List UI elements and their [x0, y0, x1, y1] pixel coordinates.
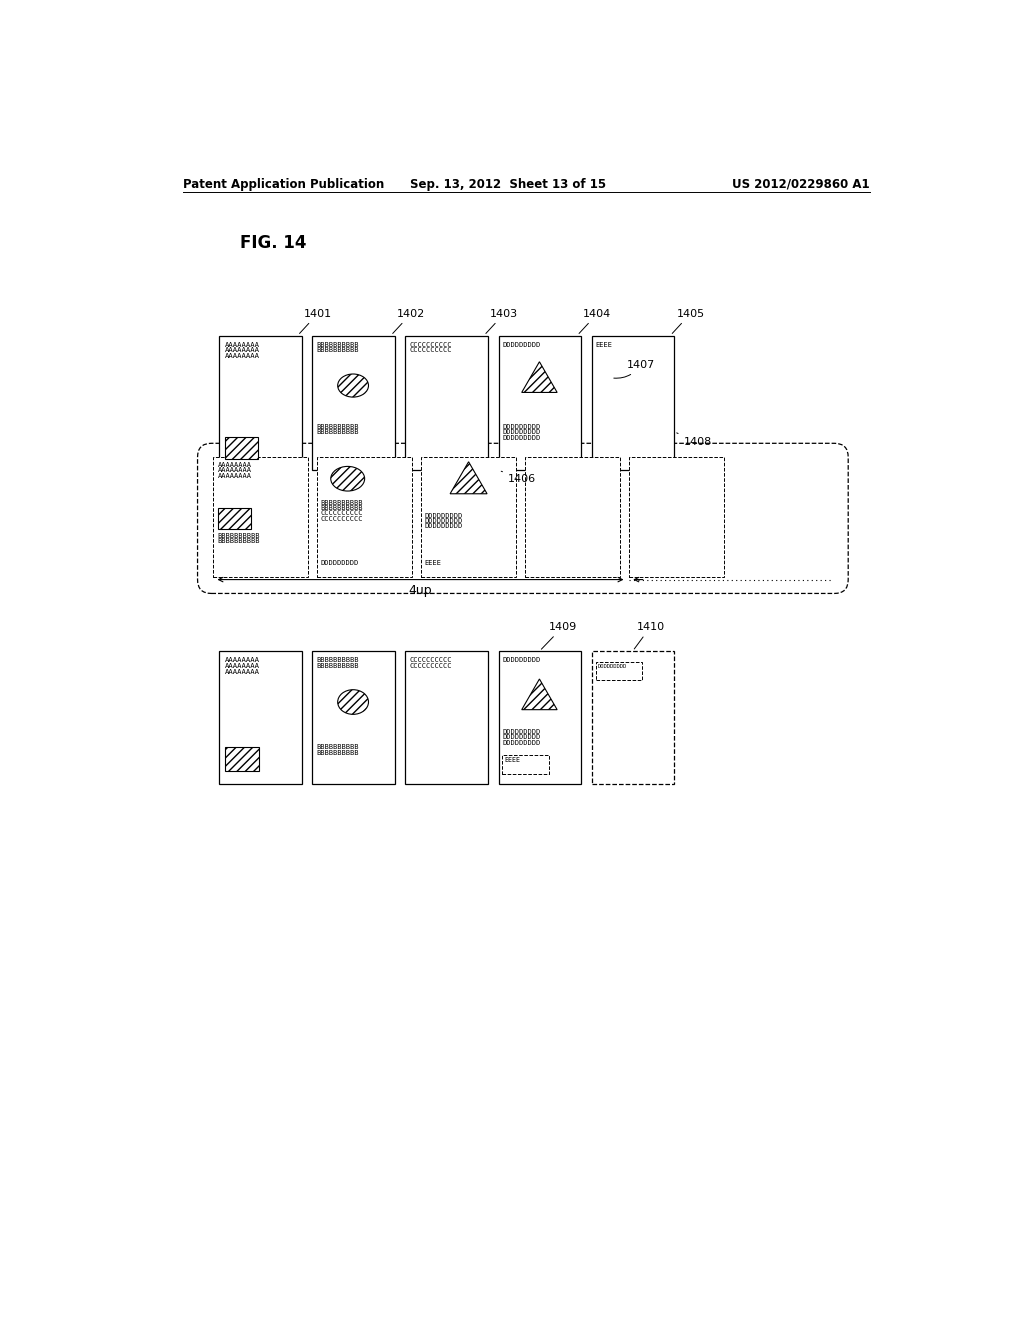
Bar — [503, 755, 549, 774]
Text: DDDDDDDDD: DDDDDDDDD — [503, 429, 541, 436]
Bar — [592, 335, 674, 470]
Text: CCCCCCCCCC: CCCCCCCCCC — [410, 657, 452, 664]
Text: DDDDDDDDD: DDDDDDDDD — [503, 424, 541, 430]
Text: AAAAAAAA: AAAAAAAA — [217, 467, 252, 473]
Text: CCCCCCCCCC: CCCCCCCCCC — [410, 663, 452, 669]
Text: DDDDDDDDD: DDDDDDDDD — [425, 524, 463, 529]
Text: US 2012/0229860 A1: US 2012/0229860 A1 — [732, 178, 869, 190]
Bar — [219, 651, 301, 784]
Text: CCCCCCCCCC: CCCCCCCCCC — [410, 342, 452, 347]
Text: EEEE: EEEE — [596, 342, 612, 347]
Text: BBBBBBBBBB: BBBBBBBBBB — [321, 499, 364, 506]
Text: 4up: 4up — [409, 585, 432, 597]
Bar — [316, 457, 413, 577]
Text: 1408: 1408 — [677, 433, 712, 447]
Text: DDDDDDDDD: DDDDDDDDD — [425, 512, 463, 519]
Text: DDDDDDDDD: DDDDDDDDD — [503, 342, 541, 347]
Text: 1403: 1403 — [485, 309, 518, 334]
Bar — [219, 335, 301, 470]
Text: Sep. 13, 2012  Sheet 13 of 15: Sep. 13, 2012 Sheet 13 of 15 — [410, 178, 606, 190]
Text: CCCCCCCCCC: CCCCCCCCCC — [410, 347, 452, 352]
Text: AAAAAAAA: AAAAAAAA — [225, 668, 260, 675]
Ellipse shape — [338, 374, 369, 397]
Bar — [629, 457, 724, 577]
Text: AAAAAAAA: AAAAAAAA — [225, 342, 260, 347]
Text: BBBBBBBBBB: BBBBBBBBBB — [316, 347, 358, 352]
Text: 1405: 1405 — [672, 309, 705, 334]
Text: DDDDDDDDD: DDDDDDDDD — [503, 739, 541, 746]
FancyBboxPatch shape — [198, 444, 848, 594]
Text: FIG. 14: FIG. 14 — [240, 234, 306, 252]
Text: 1409: 1409 — [542, 622, 577, 649]
Text: DDDDDDDDD: DDDDDDDDD — [321, 560, 359, 565]
Bar — [499, 651, 581, 784]
Text: AAAAAAAA: AAAAAAAA — [225, 657, 260, 664]
Text: 1402: 1402 — [393, 309, 425, 334]
Bar — [421, 457, 516, 577]
Text: BBBBBBBBBB: BBBBBBBBBB — [316, 657, 358, 664]
Text: Patent Application Publication: Patent Application Publication — [183, 178, 384, 190]
Text: DDDDDDDDD: DDDDDDDDD — [425, 517, 463, 524]
Text: BBBBBBBBBB: BBBBBBBBBB — [316, 424, 358, 430]
Bar — [499, 335, 581, 470]
Text: DDDDDDDDD: DDDDDDDDD — [503, 434, 541, 441]
Text: 1407: 1407 — [613, 360, 654, 379]
Text: DDDDDDDDD: DDDDDDDDD — [503, 734, 541, 741]
Bar — [406, 335, 487, 470]
Text: DDDDDDDDD: DDDDDDDDD — [503, 657, 541, 664]
Bar — [217, 508, 252, 529]
Text: AAAAAAAA: AAAAAAAA — [217, 462, 252, 467]
Text: DDDDDDDDD: DDDDDDDDD — [598, 664, 627, 669]
Text: AAAAAAAA: AAAAAAAA — [225, 663, 260, 669]
Text: AAAAAAAA: AAAAAAAA — [225, 352, 260, 359]
Text: BBBBBBBBBB: BBBBBBBBBB — [321, 506, 364, 511]
Bar — [596, 663, 642, 681]
Bar — [225, 437, 258, 459]
Text: CCCCCCCCCC: CCCCCCCCCC — [321, 511, 364, 516]
Text: 1406: 1406 — [501, 471, 536, 484]
Polygon shape — [521, 362, 557, 392]
Text: EEEE: EEEE — [505, 758, 521, 763]
Text: EEEE: EEEE — [425, 560, 441, 565]
Text: BBBBBBBBBB: BBBBBBBBBB — [316, 663, 358, 669]
Text: BBBBBBBBBB: BBBBBBBBBB — [316, 750, 358, 756]
Text: 1401: 1401 — [300, 309, 332, 334]
Polygon shape — [521, 678, 557, 710]
Bar — [312, 335, 394, 470]
Text: DDDDDDDDD: DDDDDDDDD — [503, 729, 541, 735]
Text: CCCCCCCCCC: CCCCCCCCCC — [321, 516, 364, 521]
Text: AAAAAAAA: AAAAAAAA — [225, 347, 260, 354]
Bar — [406, 651, 487, 784]
Bar — [524, 457, 621, 577]
Text: 1410: 1410 — [634, 622, 665, 649]
Bar — [225, 747, 259, 771]
Text: BBBBBBBBBB: BBBBBBBBBB — [316, 429, 358, 436]
Text: BBBBBBBBBB: BBBBBBBBBB — [316, 744, 358, 750]
Ellipse shape — [338, 689, 369, 714]
Bar — [312, 651, 394, 784]
Text: BBBBBBBBBB: BBBBBBBBBB — [217, 539, 260, 544]
Ellipse shape — [331, 466, 365, 491]
Text: 1404: 1404 — [579, 309, 611, 334]
Text: BBBBBBBBBB: BBBBBBBBBB — [217, 533, 260, 539]
Bar — [213, 457, 308, 577]
Polygon shape — [451, 462, 487, 494]
Bar — [592, 651, 674, 784]
Text: BBBBBBBBBB: BBBBBBBBBB — [316, 342, 358, 347]
Text: AAAAAAAA: AAAAAAAA — [217, 473, 252, 479]
